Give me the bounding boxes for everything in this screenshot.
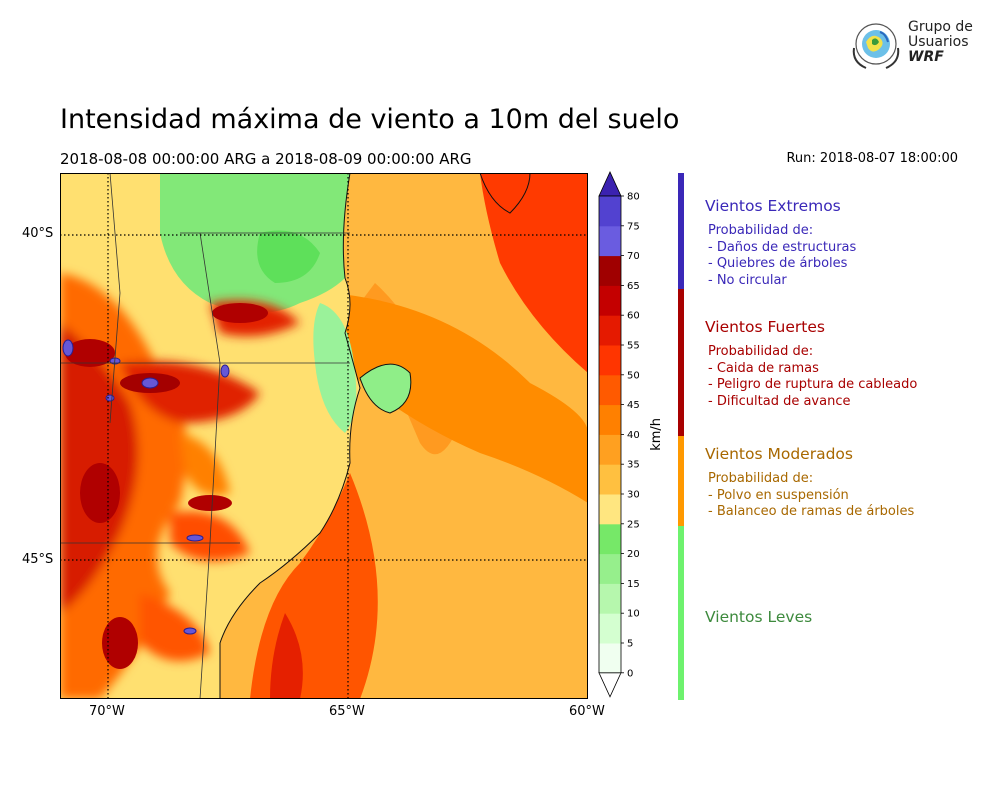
- colorbar-tick-label: 0: [627, 668, 633, 679]
- colorbar-tick-label: 55: [627, 341, 640, 352]
- colorbar-segment: [599, 553, 621, 584]
- colorbar-segment: [599, 434, 621, 465]
- category-line: Probabilidad de:: [708, 223, 814, 238]
- lat-label-40s: 40°S: [22, 226, 54, 241]
- colorbar-segment: [599, 643, 621, 674]
- lon-label-70w: 70°W: [89, 704, 125, 719]
- colorbar-segment: [599, 494, 621, 525]
- colorbar-tick-label: 25: [627, 519, 640, 530]
- peninsula: [359, 363, 412, 414]
- colorbar-tick-label: 75: [627, 221, 640, 232]
- lon-label-60w: 60°W: [569, 704, 605, 719]
- colorbar-tick-label: 45: [627, 400, 640, 411]
- offshore-strong-zone: [480, 173, 588, 373]
- colorbar-segment: [599, 374, 621, 406]
- coastline: [219, 173, 361, 699]
- category-line: - Peligro de ruptura de cableado: [708, 377, 918, 392]
- category-bar-extreme: [678, 173, 684, 289]
- category-line: - Daños de estructuras: [708, 239, 857, 255]
- category-line: - Balanceo de ramas de árboles: [708, 504, 915, 519]
- colorbar-extend-low: [598, 672, 622, 698]
- colorbar-segment: [599, 225, 621, 257]
- colorbar-tick-label: 80: [627, 192, 640, 203]
- graticule: [60, 173, 588, 699]
- category-title: Vientos Fuertes: [705, 318, 825, 336]
- category-title: Vientos Moderados: [705, 445, 853, 463]
- category-line: Probabilidad de:: [708, 344, 814, 359]
- category-title: Vientos Leves: [705, 608, 813, 626]
- colorbar-tick-label: 65: [627, 281, 640, 292]
- category-bar-strong: [678, 289, 684, 436]
- colorbar-segment: [599, 404, 621, 435]
- logo-text: Grupo de Usuarios WRF: [908, 19, 973, 65]
- page-title: Intensidad máxima de viento a 10m del su…: [60, 104, 680, 135]
- logo: Grupo de Usuarios WRF: [848, 18, 978, 72]
- category-line: - Dificultad de avance: [708, 393, 851, 409]
- colorbar-tick-label: 60: [627, 311, 640, 322]
- category-line: - Caida de ramas: [708, 360, 819, 376]
- globe-logo-icon: [852, 23, 900, 69]
- lon-label-65w: 65°W: [329, 704, 365, 719]
- wind-map: [60, 173, 588, 699]
- colorbar-segment: [599, 464, 621, 495]
- colorbar-tick-label: 20: [627, 549, 640, 560]
- category-line: - No circular: [708, 272, 787, 288]
- category-line: Probabilidad de:: [708, 471, 814, 486]
- colorbar-segment: [599, 255, 621, 286]
- category-title: Vientos Extremos: [705, 197, 841, 215]
- category-line: - Quiebres de árboles: [708, 256, 848, 271]
- colorbar-segment: [599, 315, 621, 346]
- colorbar-tick-label: 50: [627, 370, 640, 381]
- province-borders: [60, 173, 350, 699]
- colorbar: 0 5 10 15 20 25 30 35 40 45 50 55 60 65 70 75 80 km/h: [598, 171, 664, 698]
- category-bar-moderate: [678, 436, 684, 526]
- map-frame: [60, 173, 588, 699]
- colorbar-tick-label: 70: [627, 251, 640, 262]
- colorbar-segment: [599, 196, 621, 227]
- period-subtitle: 2018-08-08 00:00:00 ARG a 2018-08-09 00:…: [60, 150, 472, 168]
- colorbar-tick-label: 10: [627, 609, 640, 620]
- lat-label-45s: 45°S: [22, 552, 54, 567]
- colorbar-tick-label: 5: [627, 639, 633, 650]
- dark-red-cores: [65, 303, 268, 669]
- colorbar-tick-label: 15: [627, 579, 640, 590]
- colorbar-segment: [599, 285, 621, 316]
- category-bar-light: [678, 526, 684, 700]
- colorbar-segment: [599, 583, 621, 614]
- extreme-wind-spots: [62, 339, 230, 635]
- colorbar-tick-label: 30: [627, 490, 640, 501]
- category-line: - Polvo en suspensión: [708, 487, 849, 503]
- colorbar-segment: [599, 613, 621, 644]
- colorbar-segment: [599, 345, 621, 376]
- colorbar-extend-high: [598, 171, 622, 197]
- colorbar-tick-label: 40: [627, 430, 640, 441]
- colorbar-unit-label: km/h: [649, 418, 664, 451]
- colorbar-segment: [599, 523, 621, 555]
- colorbar-tick-label: 35: [627, 460, 640, 471]
- run-time: Run: 2018-08-07 18:00:00: [786, 151, 958, 166]
